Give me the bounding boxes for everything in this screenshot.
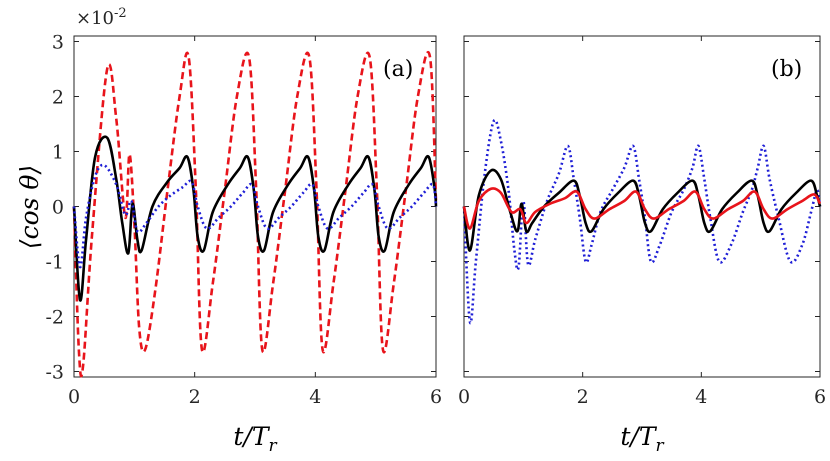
- panel-a-label: (a): [383, 57, 413, 82]
- y-tick-label: 2: [52, 87, 64, 109]
- y-tick-label: 3: [52, 32, 64, 54]
- series-line-blue-dotted: [72, 163, 438, 269]
- panel-a-ticks: 0 2 4 6 -3 -2 -1 0 1 2 3: [45, 32, 442, 409]
- x-tick-label: 4: [309, 386, 321, 408]
- panel-a-lines: [72, 51, 438, 378]
- y-tick-label: 0: [52, 197, 64, 219]
- series-line-black-solid: [72, 135, 438, 302]
- x-tick-label: 2: [577, 386, 589, 408]
- y-tick-label: -1: [45, 252, 64, 274]
- panel-b: 0 2 4 6 (b) t/Tr: [458, 35, 826, 456]
- panel-a: 0 2 4 6 -3 -2 -1 0 1 2 3 (a) ×10-2 ⟨cos θ⟩ t/Tr: [15, 6, 442, 456]
- y-exponent-label: ×10-2: [76, 6, 127, 29]
- y-axis-label: ⟨cos θ⟩: [15, 165, 44, 249]
- panel-b-lines: [462, 118, 822, 325]
- x-tick-label: 0: [68, 386, 80, 408]
- panel-a-x-axis-label: t/Tr: [233, 422, 277, 456]
- x-tick-label: 0: [458, 386, 470, 408]
- panel-b-label: (b): [771, 57, 802, 82]
- x-tick-label: 6: [430, 386, 442, 408]
- x-tick-label: 6: [814, 386, 826, 408]
- series-line-red-solid: [462, 187, 822, 230]
- x-tick-label: 2: [189, 386, 201, 408]
- x-tick-label: 4: [695, 386, 707, 408]
- series-line-blue-dotted: [462, 118, 822, 325]
- panel-b-ticks: 0 2 4 6: [458, 36, 826, 408]
- y-tick-label: -3: [45, 362, 64, 384]
- panel-b-x-axis-label: t/Tr: [620, 422, 664, 456]
- series-line-red-dashed: [72, 51, 438, 378]
- y-tick-label: 1: [52, 142, 64, 164]
- y-tick-label: -2: [45, 307, 64, 329]
